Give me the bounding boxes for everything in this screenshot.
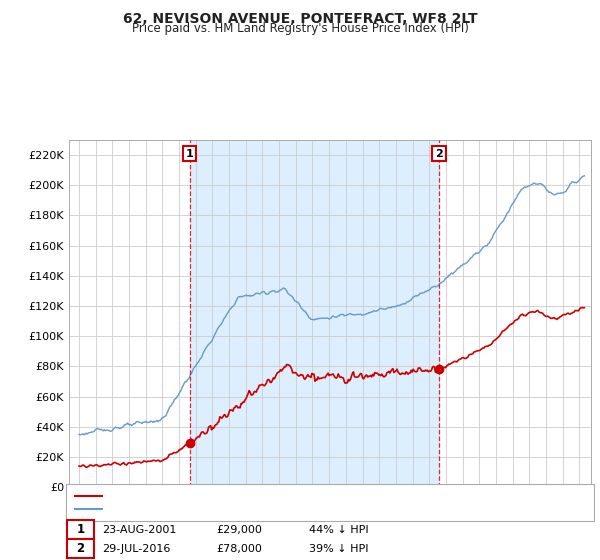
Text: 1: 1 xyxy=(76,523,85,536)
Text: 62, NEVISON AVENUE, PONTEFRACT, WF8 2LT: 62, NEVISON AVENUE, PONTEFRACT, WF8 2LT xyxy=(122,12,478,26)
Text: 44% ↓ HPI: 44% ↓ HPI xyxy=(309,525,368,535)
Text: 2: 2 xyxy=(435,148,443,158)
Text: 23-AUG-2001: 23-AUG-2001 xyxy=(102,525,176,535)
Text: 1: 1 xyxy=(186,148,194,158)
Text: 2: 2 xyxy=(76,542,85,556)
Text: Price paid vs. HM Land Registry's House Price Index (HPI): Price paid vs. HM Land Registry's House … xyxy=(131,22,469,35)
Text: £29,000: £29,000 xyxy=(216,525,262,535)
Text: 62, NEVISON AVENUE, PONTEFRACT, WF8 2LT (semi-detached house): 62, NEVISON AVENUE, PONTEFRACT, WF8 2LT … xyxy=(108,491,454,501)
Text: £78,000: £78,000 xyxy=(216,544,262,554)
Text: 39% ↓ HPI: 39% ↓ HPI xyxy=(309,544,368,554)
Bar xyxy=(190,140,439,487)
Text: 29-JUL-2016: 29-JUL-2016 xyxy=(102,544,170,554)
Text: HPI: Average price, semi-detached house, Wakefield: HPI: Average price, semi-detached house,… xyxy=(108,505,368,515)
